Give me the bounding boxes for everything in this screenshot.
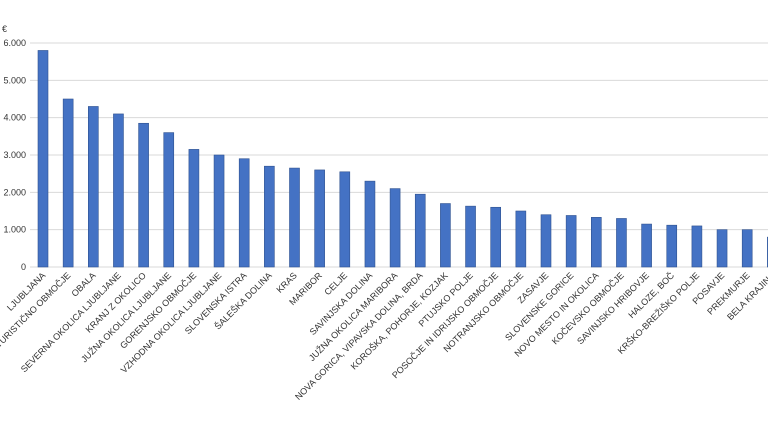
y-tick-label: 0 [21,262,26,272]
bar [616,218,627,268]
bar [641,223,652,268]
y-tick-label: 2.000 [3,187,26,197]
bar [314,169,325,268]
bar [188,149,200,268]
y-tick-label: 4.000 [3,113,26,123]
bar [440,203,451,268]
bar [540,214,552,268]
y-tick-label: 5.000 [3,75,26,85]
bar [238,158,250,268]
bar [590,217,602,268]
bar [364,180,376,268]
bar [88,106,99,268]
bar [213,154,225,268]
bar [339,171,351,268]
y-tick-label: 1.000 [3,225,26,235]
bar [741,229,753,268]
bar [37,50,49,268]
bar [515,210,527,268]
y-tick-label: 6.000 [3,38,26,48]
bar [716,229,728,268]
bar [163,132,175,268]
bar [138,122,149,268]
bar [414,193,426,268]
bar [389,188,401,268]
bar [490,206,502,268]
bar [666,224,678,268]
bar [264,165,275,268]
bar [465,205,476,268]
bar [691,225,703,268]
bar [62,98,74,268]
unit-label: € [2,24,7,34]
bar [289,167,300,268]
y-tick-label: 3.000 [3,150,26,160]
bar [113,113,124,268]
bar [565,215,577,268]
